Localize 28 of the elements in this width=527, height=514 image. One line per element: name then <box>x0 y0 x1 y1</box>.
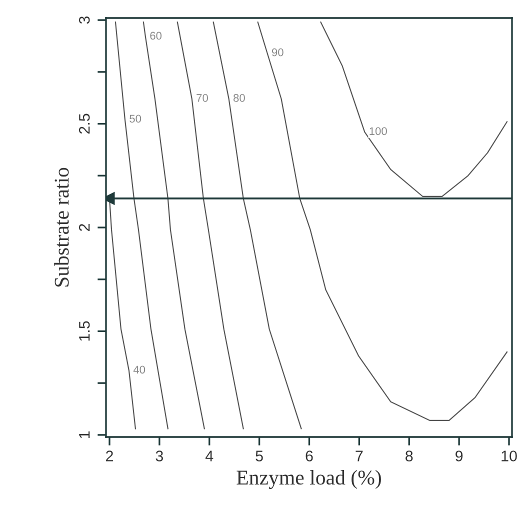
x-axis-title: Enzyme load (%) <box>236 470 381 489</box>
x-tick-label: 7 <box>356 450 363 462</box>
y-tick-label: 1 <box>79 431 90 438</box>
y-tick-label: 2 <box>78 224 90 231</box>
annotation: 90 <box>272 48 284 56</box>
x-tick-label: 4 <box>205 450 214 462</box>
line-series <box>212 22 302 430</box>
line-series <box>176 22 244 430</box>
annotation: 80 <box>234 94 245 102</box>
annotation: 50 <box>130 114 142 123</box>
line-series <box>257 22 508 421</box>
line-series <box>320 22 508 197</box>
y-tick-label: 2.5 <box>78 114 90 134</box>
annotation: 100 <box>370 127 387 136</box>
annotation: 40 <box>133 366 146 374</box>
y-tick-label: 1.5 <box>79 321 90 341</box>
x-tick-label: 9 <box>456 450 463 462</box>
x-tick-label: 6 <box>306 450 313 462</box>
x-tick-label: 2 <box>106 450 113 462</box>
line-series <box>114 22 168 430</box>
x-tick-label: 10 <box>502 450 517 462</box>
annotation: 70 <box>196 94 208 102</box>
x-tick-label: 5 <box>256 450 263 462</box>
y-axis-title: Substrate ratio <box>54 168 69 287</box>
annotation: 60 <box>150 32 162 40</box>
x-tick-label: 8 <box>406 450 413 462</box>
x-tick-label: 3 <box>156 450 164 462</box>
y-tick-label: 3 <box>78 16 90 24</box>
